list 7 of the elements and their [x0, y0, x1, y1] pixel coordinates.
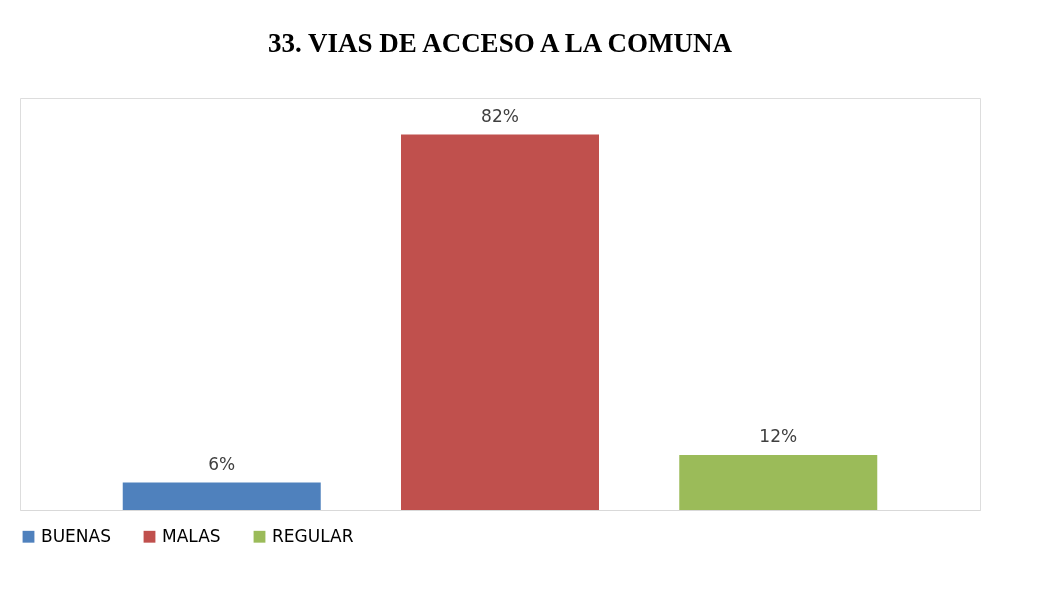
- data-label: 12%: [759, 426, 798, 447]
- data-label: 6%: [208, 453, 236, 474]
- legend-label: BUENAS: [41, 525, 111, 546]
- chart-title: 33. VIAS DE ACCESO A LA COMUNA: [268, 28, 733, 58]
- legend-label: REGULAR: [272, 525, 354, 546]
- data-label: 82%: [481, 105, 519, 126]
- legend-label: MALAS: [162, 525, 221, 546]
